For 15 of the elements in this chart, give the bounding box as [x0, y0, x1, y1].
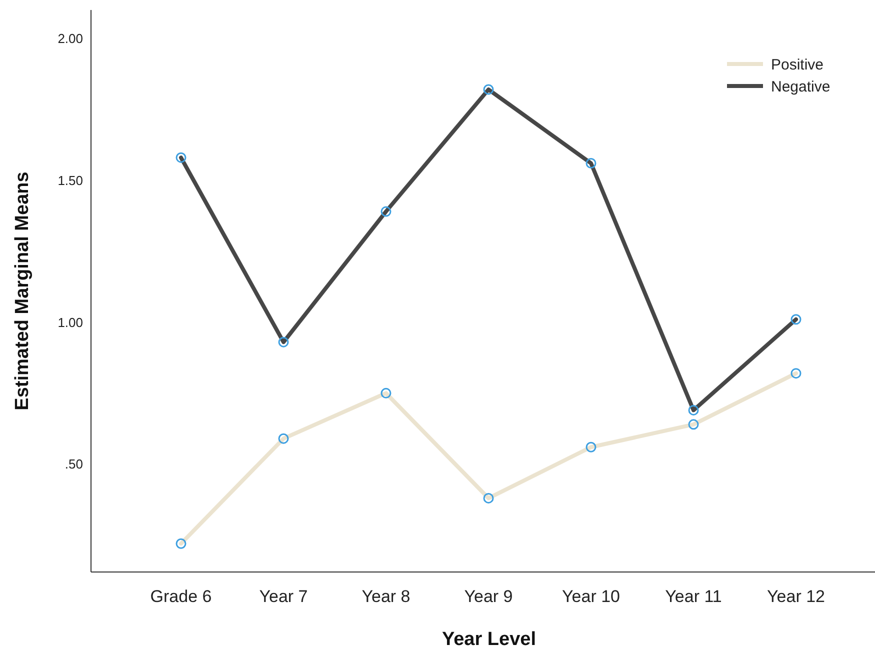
legend-label: Negative	[771, 78, 830, 96]
y-tick-label: 1.50	[58, 172, 83, 188]
x-tick-label: Year 7	[259, 587, 308, 606]
x-tick-label: Year 11	[665, 587, 722, 606]
x-tick-label: Year 8	[362, 587, 410, 606]
x-axis-title: Year Level	[442, 629, 536, 650]
y-tick-label: 1.00	[58, 314, 83, 330]
legend-label: Positive	[771, 56, 824, 74]
x-tick-label: Grade 6	[150, 587, 212, 606]
x-tick-label: Year 9	[464, 587, 513, 606]
y-axis-title: Estimated Marginal Means	[12, 172, 33, 410]
y-tick-label: 2.00	[58, 30, 83, 46]
x-tick-label: Year 10	[562, 587, 620, 606]
x-tick-label: Year 12	[767, 587, 825, 606]
y-tick-label: .50	[64, 456, 83, 472]
